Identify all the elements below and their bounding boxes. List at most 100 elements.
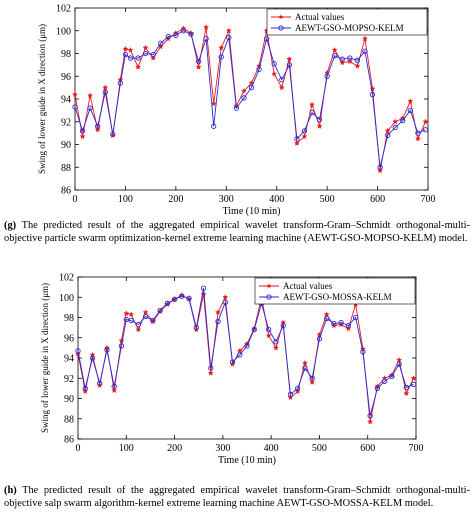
data-point-circle (104, 347, 110, 353)
data-point-circle (193, 324, 199, 331)
data-point-star (410, 375, 417, 381)
data-point-star (271, 70, 278, 77)
data-point-circle (75, 348, 81, 354)
data-point-star (111, 387, 118, 393)
y-axis: 86 88 90 92 94 96 98 100 102 (59, 273, 416, 446)
data-point-star (135, 326, 142, 333)
y-tick-label: 92 (64, 374, 74, 385)
data-point-circle (122, 51, 129, 58)
data-point-star (127, 46, 134, 53)
data-point-circle (415, 130, 421, 136)
y-tick-label: 86 (61, 186, 71, 197)
data-point-star (392, 118, 399, 125)
data-point-circle (301, 128, 308, 134)
data-point-circle (286, 62, 292, 68)
series-model-prediction (75, 285, 417, 419)
x-tick-label: 200 (167, 443, 182, 454)
data-point-star (123, 310, 130, 316)
data-point-circle (256, 66, 262, 73)
series-model-prediction (72, 28, 429, 170)
data-point-circle (271, 61, 277, 67)
data-point-circle (332, 53, 338, 59)
data-point-circle (82, 385, 88, 392)
data-point-circle (102, 89, 108, 95)
y-axis: 86 88 90 92 94 96 98 100 102 (56, 4, 428, 197)
data-point-circle (118, 343, 125, 349)
data-point-circle (180, 28, 187, 34)
legend-marker-circle (266, 294, 272, 300)
data-point-circle (316, 336, 323, 342)
y-axis-label: Swing of lower guide in X direction (μm) (37, 24, 47, 174)
x-axis-label: Time (10 min) (218, 455, 276, 466)
data-point-circle (97, 380, 103, 386)
data-point-star (225, 27, 232, 34)
data-point-star (287, 394, 294, 401)
data-point-circle (127, 55, 134, 61)
y-tick-label: 98 (64, 313, 74, 324)
data-point-circle (302, 365, 308, 371)
data-point-circle (294, 136, 300, 142)
data-point-circle (362, 48, 368, 54)
y-tick-label: 94 (61, 95, 71, 106)
data-point-circle (111, 383, 117, 390)
y-tick-label: 86 (64, 435, 74, 446)
caption-label: (g) (4, 220, 17, 231)
data-point-star (293, 140, 300, 146)
data-point-circle (266, 327, 272, 333)
data-point-star (240, 87, 247, 94)
data-point-circle (233, 105, 240, 111)
data-point-circle (142, 313, 149, 320)
x-tick-label: 300 (219, 194, 234, 205)
data-point-circle (203, 36, 209, 42)
figure-caption-h: (h) The predicted result of the aggregat… (4, 484, 470, 510)
legend-marker-star (278, 14, 284, 20)
data-point-star (265, 332, 272, 339)
data-point-star (323, 311, 330, 317)
data-point-star (309, 101, 315, 108)
y-tick-label: 96 (64, 333, 74, 344)
data-point-star (87, 92, 94, 99)
legend-box (254, 277, 416, 305)
legend-label: AEWT-GSO-MOPSO-KELM (295, 23, 404, 33)
data-point-circle (95, 123, 101, 129)
data-point-star (142, 44, 149, 51)
data-point-star (294, 388, 301, 394)
legend-label: Actual values (295, 12, 345, 22)
data-point-star (331, 46, 338, 53)
data-point-circle (367, 413, 373, 419)
x-tick-label: 600 (370, 194, 385, 205)
data-point-circle (403, 384, 409, 391)
data-point-circle (369, 91, 376, 98)
legend-box (266, 8, 428, 36)
data-point-circle (158, 40, 164, 46)
data-point-star (339, 59, 346, 66)
y-tick-label: 96 (61, 72, 71, 83)
data-point-star (215, 309, 221, 315)
data-point-circle (273, 339, 279, 345)
data-point-circle (338, 319, 344, 326)
data-point-circle (339, 56, 345, 62)
y-tick-label: 102 (56, 4, 71, 15)
data-point-star (278, 84, 285, 91)
data-point-circle (89, 355, 96, 361)
data-point-circle (263, 36, 270, 42)
data-point-star (207, 370, 214, 376)
data-point-star (316, 123, 323, 129)
series-line (77, 288, 414, 416)
data-point-circle (385, 132, 391, 139)
data-point-star (301, 133, 308, 140)
x-axis: 0 100 200 300 400 500 600 700 (73, 8, 436, 205)
data-point-star (118, 337, 125, 344)
data-point-star (75, 350, 81, 357)
data-point-circle (324, 315, 330, 322)
data-point-star (346, 58, 353, 64)
data-point-star (286, 56, 293, 62)
data-point-circle (392, 124, 398, 131)
data-point-circle (331, 320, 337, 327)
data-point-star (367, 418, 374, 425)
data-point-circle (309, 375, 315, 381)
legend-marker-star (266, 283, 272, 289)
data-point-circle (389, 373, 395, 379)
